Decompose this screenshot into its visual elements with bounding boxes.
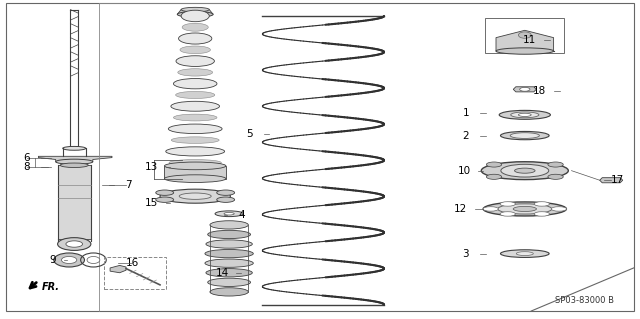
Text: SP03-83000 B: SP03-83000 B <box>556 296 614 305</box>
Ellipse shape <box>171 101 220 111</box>
Ellipse shape <box>208 278 250 286</box>
Ellipse shape <box>177 11 213 17</box>
Ellipse shape <box>181 10 209 22</box>
Ellipse shape <box>205 259 253 267</box>
Text: 5: 5 <box>246 129 253 139</box>
Text: 4: 4 <box>238 210 244 220</box>
Ellipse shape <box>513 206 536 211</box>
Bar <box>485 18 564 53</box>
Ellipse shape <box>169 160 221 166</box>
Ellipse shape <box>510 133 540 138</box>
Ellipse shape <box>60 163 88 167</box>
Ellipse shape <box>498 204 552 214</box>
Ellipse shape <box>176 56 214 66</box>
Ellipse shape <box>208 230 250 239</box>
Ellipse shape <box>205 249 253 258</box>
Ellipse shape <box>500 202 515 206</box>
Ellipse shape <box>206 240 252 248</box>
Polygon shape <box>110 265 126 273</box>
Ellipse shape <box>518 32 531 38</box>
Ellipse shape <box>61 256 77 263</box>
Ellipse shape <box>58 238 91 250</box>
Ellipse shape <box>516 252 533 256</box>
Text: 15: 15 <box>145 197 158 208</box>
Ellipse shape <box>486 174 502 179</box>
Ellipse shape <box>63 146 86 150</box>
Text: 11: 11 <box>524 35 536 45</box>
Text: 16: 16 <box>126 258 139 268</box>
Text: 2: 2 <box>463 130 469 141</box>
Ellipse shape <box>172 137 219 143</box>
Ellipse shape <box>210 288 248 296</box>
Text: 18: 18 <box>533 86 546 96</box>
Ellipse shape <box>217 190 235 195</box>
Polygon shape <box>513 87 536 92</box>
Ellipse shape <box>515 168 535 173</box>
Text: 1: 1 <box>463 108 469 118</box>
Ellipse shape <box>548 174 563 179</box>
Text: 10: 10 <box>458 166 470 176</box>
Text: 6: 6 <box>24 153 30 163</box>
Ellipse shape <box>179 33 212 44</box>
Text: 14: 14 <box>216 268 228 278</box>
Ellipse shape <box>520 87 530 91</box>
Text: 17: 17 <box>611 175 624 185</box>
Polygon shape <box>496 30 554 51</box>
Ellipse shape <box>483 202 566 216</box>
Text: 3: 3 <box>463 249 469 259</box>
Text: 9: 9 <box>49 255 56 265</box>
Ellipse shape <box>496 48 554 54</box>
Ellipse shape <box>224 212 234 215</box>
Ellipse shape <box>518 113 531 116</box>
Text: FR.: FR. <box>42 282 60 292</box>
Ellipse shape <box>499 110 550 119</box>
Ellipse shape <box>182 23 208 31</box>
Ellipse shape <box>175 92 215 99</box>
Ellipse shape <box>173 114 217 121</box>
Ellipse shape <box>181 7 209 12</box>
Polygon shape <box>600 178 623 183</box>
Ellipse shape <box>500 131 549 140</box>
Ellipse shape <box>206 269 252 277</box>
Ellipse shape <box>178 69 212 76</box>
Text: 7: 7 <box>125 180 131 190</box>
Ellipse shape <box>54 253 84 267</box>
Ellipse shape <box>217 197 235 202</box>
Ellipse shape <box>179 193 211 199</box>
Ellipse shape <box>56 159 93 164</box>
Ellipse shape <box>180 46 211 54</box>
Ellipse shape <box>156 197 173 202</box>
Ellipse shape <box>166 147 225 156</box>
Ellipse shape <box>486 162 502 167</box>
Ellipse shape <box>168 124 222 134</box>
Ellipse shape <box>87 256 100 263</box>
Polygon shape <box>58 165 91 239</box>
Ellipse shape <box>551 207 566 211</box>
Ellipse shape <box>511 112 539 118</box>
Ellipse shape <box>173 78 217 89</box>
Ellipse shape <box>481 162 568 180</box>
Text: 12: 12 <box>454 204 467 214</box>
Ellipse shape <box>215 211 243 217</box>
Ellipse shape <box>500 250 549 257</box>
Ellipse shape <box>534 202 550 206</box>
Ellipse shape <box>66 241 83 247</box>
Ellipse shape <box>186 13 204 16</box>
Ellipse shape <box>160 189 230 203</box>
Ellipse shape <box>501 164 548 177</box>
Ellipse shape <box>483 207 499 211</box>
Ellipse shape <box>210 221 248 229</box>
Polygon shape <box>164 166 226 179</box>
Ellipse shape <box>500 212 515 216</box>
Text: 13: 13 <box>145 162 158 173</box>
Ellipse shape <box>164 162 226 170</box>
Ellipse shape <box>156 190 173 195</box>
Polygon shape <box>177 10 213 14</box>
Polygon shape <box>38 156 112 162</box>
Text: 8: 8 <box>24 162 30 173</box>
Ellipse shape <box>534 212 550 216</box>
Ellipse shape <box>164 175 226 182</box>
Bar <box>104 257 166 289</box>
Ellipse shape <box>548 162 563 167</box>
